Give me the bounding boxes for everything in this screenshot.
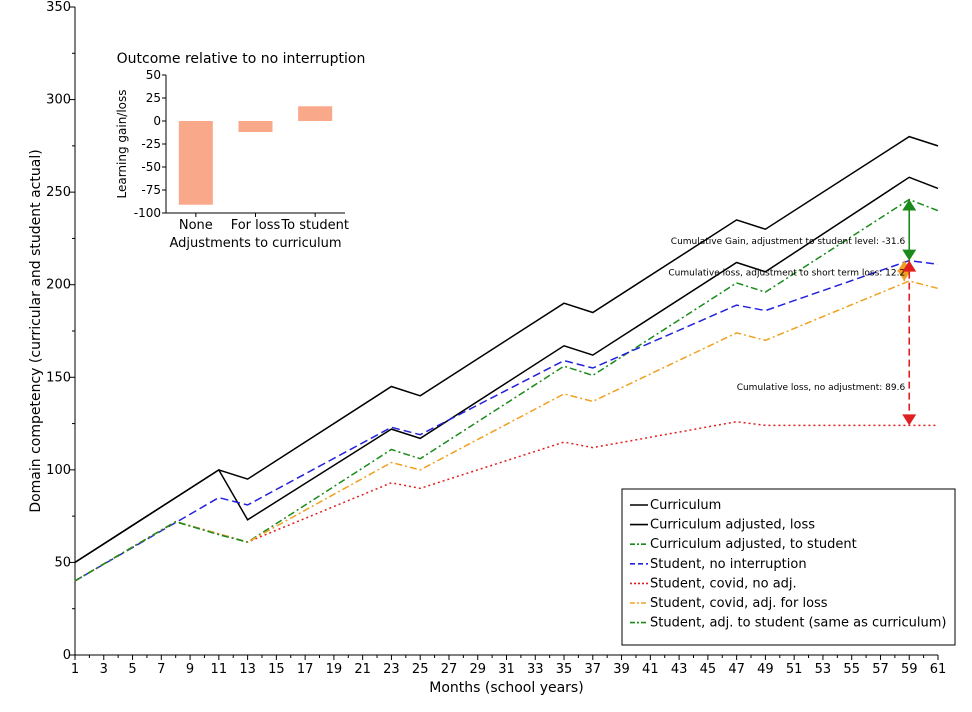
x-tick-label: 49 (757, 662, 774, 677)
annotation-label-1: Cumulative Gain, adjustment to student l… (671, 237, 906, 247)
x-tick-label: 1 (71, 662, 79, 677)
inset-y-tick-label: -25 (141, 137, 161, 151)
inset-y-tick-label: -75 (141, 183, 161, 197)
x-tick-label: 33 (527, 662, 544, 677)
inset-x-tick-label: None (179, 218, 213, 233)
x-tick-label: 35 (556, 662, 573, 677)
inset-bar-2 (238, 121, 273, 133)
arrow-head (902, 260, 917, 272)
y-tick-label: 350 (46, 0, 71, 15)
inset-y-tick-label: 50 (146, 68, 161, 82)
legend-label-7: Student, adj. to student (same as curric… (650, 616, 946, 631)
y-tick-label: 300 (46, 93, 71, 108)
x-tick-label: 21 (354, 662, 371, 677)
x-tick-label: 5 (128, 662, 136, 677)
x-tick-label: 29 (469, 662, 486, 677)
arrow-head (902, 414, 917, 426)
x-tick-label: 11 (211, 662, 228, 677)
inset-bar-3 (298, 106, 333, 121)
x-tick-label: 51 (786, 662, 803, 677)
series-line-1 (74, 135, 939, 564)
y-axis-label: Domain competency (curricular and studen… (28, 149, 44, 512)
arrow-head (897, 270, 912, 282)
x-tick-label: 7 (157, 662, 165, 677)
inset-y-tick-label: 25 (146, 91, 161, 105)
chart-legend: Curriculum Curriculum adjusted, loss Curri… (621, 488, 956, 646)
x-tick-label: 61 (930, 662, 947, 677)
x-tick-label: 3 (100, 662, 108, 677)
inset-bar-chart: Outcome relative to no interruption -100 -… (115, 51, 365, 251)
y-tick-label: 50 (54, 555, 71, 570)
x-tick-label: 39 (613, 662, 630, 677)
legend-label-4: Student, no interruption (650, 557, 807, 572)
y-tick-label: 100 (46, 463, 71, 478)
legend-label-6: Student, covid, adj. for loss (650, 596, 828, 611)
y-tick-label: 250 (46, 185, 71, 200)
x-tick-label: 31 (498, 662, 515, 677)
x-tick-label: 15 (268, 662, 285, 677)
inset-y-tick-label: 0 (153, 114, 161, 128)
x-tick-label: 13 (239, 662, 256, 677)
legend-label-5: Student, covid, no adj. (650, 576, 797, 591)
x-tick-label: 43 (671, 662, 688, 677)
arrow-head (902, 199, 917, 211)
x-axis-label: Months (school years) (429, 680, 583, 696)
arrow-head (902, 249, 917, 261)
x-tick-label: 55 (843, 662, 860, 677)
y-tick-label: 0 (63, 648, 71, 663)
x-tick-label: 9 (186, 662, 194, 677)
annotation-label-3: Cumulative loss, no adjustment: 89.6 (737, 383, 906, 393)
inset-y-axis-label: Learning gain/loss (115, 89, 129, 198)
legend-box (621, 488, 956, 646)
x-tick-label: 45 (700, 662, 717, 677)
series-line-7 (74, 520, 248, 582)
x-tick-label: 19 (326, 662, 343, 677)
inset-bar-1 (178, 121, 213, 205)
x-tick-label: 47 (728, 662, 745, 677)
inset-title: Outcome relative to no interruption (117, 51, 366, 67)
legend-label-3: Curriculum adjusted, to student (650, 537, 857, 552)
inset-x-axis-label: Adjustments to curriculum (169, 236, 341, 251)
y-tick-label: 150 (46, 370, 71, 385)
x-tick-label: 53 (815, 662, 832, 677)
x-tick-label: 17 (297, 662, 314, 677)
x-tick-label: 23 (383, 662, 400, 677)
annotation-label-2: Cumulative loss, adjustment to short ter… (668, 268, 905, 278)
legend-label-1: Curriculum (650, 498, 721, 513)
x-tick-label: 27 (441, 662, 458, 677)
x-tick-label: 41 (642, 662, 659, 677)
legend-label-2: Curriculum adjusted, loss (650, 518, 815, 533)
inset-y-tick-label: -50 (141, 160, 161, 174)
x-tick-label: 37 (585, 662, 602, 677)
series-line-4 (74, 259, 939, 582)
y-tick-label: 200 (46, 278, 71, 293)
inset-x-tick-label: For loss (231, 218, 281, 233)
x-tick-label: 59 (901, 662, 918, 677)
inset-y-tick-label: -100 (134, 206, 161, 220)
x-tick-label: 25 (412, 662, 429, 677)
inset-x-tick-label: To student (280, 218, 349, 233)
x-tick-label: 57 (872, 662, 889, 677)
